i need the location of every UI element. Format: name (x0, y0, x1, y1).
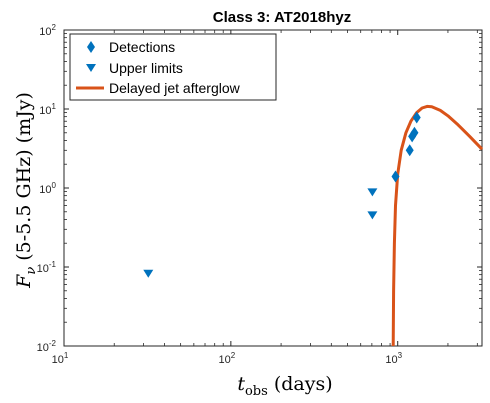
series-layer (143, 104, 484, 347)
y-tick-label: 10-1 (37, 260, 57, 275)
legend-detections-label: Detections (109, 39, 175, 55)
upper-limit-point (367, 188, 378, 197)
legend-detections-marker (87, 41, 95, 53)
detection-point (405, 144, 414, 157)
legend-upper-limits-label: Upper limits (109, 60, 183, 76)
x-tick-label: 103 (385, 351, 402, 366)
y-tick-label: 100 (39, 181, 56, 196)
legend: Detections Upper limits Delayed jet afte… (69, 33, 277, 101)
x-tick-label: 102 (219, 351, 236, 366)
legend-upper-limits-marker (86, 64, 96, 72)
detection-point (410, 126, 419, 139)
x-axis-label: tobs (days) (237, 373, 332, 399)
detection-point (391, 170, 400, 183)
chart-title: Class 3: AT2018hyz (213, 9, 351, 26)
upper-limit-point (143, 269, 154, 278)
upper-limit-point (367, 211, 378, 220)
legend-box (69, 33, 277, 101)
y-axis-label: Fν (5-5.5 GHz) (mJy) (13, 92, 39, 289)
legend-afterglow-label: Delayed jet afterglow (109, 80, 241, 96)
detection-point (412, 111, 421, 124)
y-tick-label: 10-2 (37, 339, 57, 354)
axis-ticks: 101 102 103 10-2 10-1 100 101 102 (37, 23, 482, 366)
y-tick-label: 101 (39, 102, 56, 117)
x-tick-label: 101 (52, 351, 69, 366)
y-tick-label: 102 (39, 23, 56, 38)
